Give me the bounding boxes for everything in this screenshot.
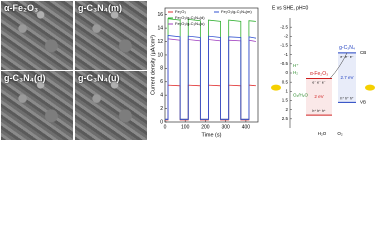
y-tick-label: 14 bbox=[157, 25, 163, 31]
plot-frame bbox=[164, 7, 259, 123]
vb-text: VB bbox=[360, 100, 366, 105]
light-icon bbox=[271, 84, 281, 91]
y-tick-label: 2 bbox=[160, 106, 163, 112]
sem-label: g-C₃N₄(d) bbox=[4, 73, 46, 83]
band-tick-label: -1.5 bbox=[280, 43, 288, 48]
o2-h2o: O₂/H₂O bbox=[293, 93, 308, 98]
band-label: α-Fe₂O₃ bbox=[310, 71, 328, 77]
figure: α-Fe₂O₃ g-C₃N₄(m) g-C₃N₄(d) g-C₃N₄(u) 0 2… bbox=[1, 1, 375, 140]
band-tick-label: -2 bbox=[284, 34, 288, 39]
y-tick-label: 0 bbox=[160, 119, 163, 125]
band-tick-label: -2.5 bbox=[280, 24, 288, 29]
legend-label: Fe₂O₃ bbox=[175, 9, 186, 14]
legend-label: Fe₂O₃/g-C₃N₄(m) bbox=[221, 9, 252, 14]
sem-label: g-C₃N₄(u) bbox=[78, 73, 120, 83]
legend-label: Fe₂O₃/g-C₃N₄(d) bbox=[175, 15, 205, 20]
x-axis-label: Time (s) bbox=[202, 132, 222, 138]
holes: h⁺ h⁺ h⁺ bbox=[340, 96, 353, 100]
band-box bbox=[306, 78, 332, 116]
y-axis-label: Current density (μA/cm²) bbox=[150, 35, 156, 95]
legend-label: Fe₂O₃/g-C₃N₄(u) bbox=[175, 21, 205, 26]
x-tick-label: 100 bbox=[181, 124, 190, 130]
holes: h⁺ h⁺ h⁺ bbox=[312, 109, 325, 113]
h2: H₂ bbox=[293, 70, 298, 75]
electrons: e⁻ e⁻ e⁻ bbox=[312, 80, 325, 84]
transfer-arrow bbox=[329, 52, 348, 79]
data-line bbox=[165, 18, 257, 120]
h-plus: H⁺ bbox=[293, 63, 299, 68]
band-tick-label: 2 bbox=[285, 107, 288, 112]
y-tick-label: 16 bbox=[157, 12, 163, 18]
band-tick-label: 0 bbox=[285, 70, 288, 75]
band-tick-label: 2.5 bbox=[282, 116, 289, 121]
y-tick-label: 12 bbox=[157, 39, 163, 45]
light-icon bbox=[365, 84, 375, 91]
sem-image: g-C₃N₄(m) bbox=[75, 1, 147, 70]
sem-image: α-Fe₂O₃ bbox=[1, 1, 73, 70]
band-tick-label: 1 bbox=[285, 89, 288, 94]
band-label: g-C₃N₄ bbox=[339, 45, 355, 51]
x-tick-label: 300 bbox=[221, 124, 230, 130]
y-tick-label: 6 bbox=[160, 79, 163, 85]
sem-image: g-C₃N₄(d) bbox=[1, 71, 73, 140]
y-tick-label: 10 bbox=[157, 52, 163, 58]
band-tick-label: 0.5 bbox=[282, 79, 289, 84]
band-axis-title: E vs SHE, pH=0 bbox=[272, 5, 308, 11]
o2: O₂ bbox=[337, 131, 343, 136]
data-line bbox=[165, 84, 257, 121]
x-tick-label: 400 bbox=[242, 124, 251, 130]
x-tick-label: 200 bbox=[201, 124, 210, 130]
h2o: H₂O bbox=[318, 131, 327, 136]
cb-text: CB bbox=[360, 50, 366, 55]
sem-image: g-C₃N₄(u) bbox=[75, 71, 147, 140]
data-line bbox=[165, 38, 257, 120]
data-line bbox=[165, 35, 257, 120]
sem-label: g-C₃N₄(m) bbox=[78, 3, 122, 13]
y-tick-label: 8 bbox=[160, 66, 163, 72]
band-gap: 2 eV bbox=[314, 94, 323, 99]
sem-label: α-Fe₂O₃ bbox=[4, 3, 39, 13]
band-tick-label: 1.5 bbox=[282, 98, 289, 103]
electrons: e⁻ e⁻ e⁻ bbox=[340, 55, 353, 59]
band-tick-label: -1 bbox=[284, 52, 288, 57]
band-gap: 2.7 eV bbox=[340, 75, 353, 80]
band-tick-label: -0.5 bbox=[280, 61, 288, 66]
y-tick-label: 4 bbox=[160, 93, 163, 99]
band-box bbox=[338, 52, 356, 103]
x-tick-label: 0 bbox=[164, 124, 167, 130]
